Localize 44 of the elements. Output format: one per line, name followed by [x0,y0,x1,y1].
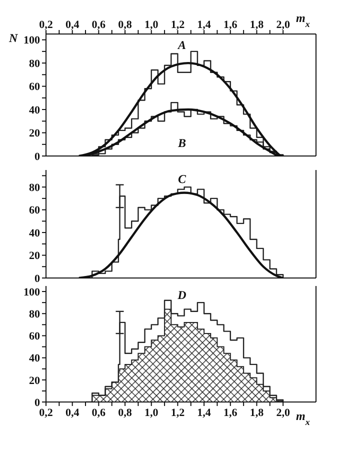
x-tick-label: 1,8 [250,406,264,419]
x-tick-label: 0,6 [92,406,106,419]
y-tick-label: 60 [29,330,40,343]
x-tick-label: 1,8 [250,19,264,31]
y-tick-label: 60 [29,81,40,94]
x-tick-label: 0,4 [65,19,80,31]
y-tick-label: 100 [24,286,40,298]
y-tick-label: 40 [29,352,40,365]
y-tick-label: 40 [29,227,40,240]
annotation: B [178,136,186,150]
x-tick-label: 0,8 [118,19,132,31]
annotation: D [178,288,186,302]
x-tick-label: 0,2 [39,19,54,31]
y-tick-label: 80 [29,308,40,321]
y-axis-title: N [8,31,19,45]
y-tick-label: 20 [29,128,40,140]
annotation: A [178,38,186,52]
y-tick-label: 80 [29,182,40,194]
x-tick-label: 1,2 [170,406,186,419]
x-tick-label: 1,0 [144,406,159,419]
x-tick-label: 1,4 [197,19,212,31]
y-tick-label: 60 [29,204,40,217]
x-tick-label: 1,2 [170,19,186,31]
x-tick-label: 1,6 [224,406,238,419]
y-tick-label: 0 [34,396,40,409]
x-tick-label: 0,4 [65,406,80,419]
y-tick-label: 0 [34,272,40,285]
x-axis-title: m$_{x}$ [296,409,310,427]
x-tick-label: 0,6 [92,19,106,31]
x-tick-label: 0,2 [39,406,54,419]
y-tick-label: 40 [29,104,40,116]
x-tick-label: 1,0 [144,19,159,31]
y-tick-label: 0 [34,150,40,163]
x-axis-title: m$_{x}$ [296,11,310,29]
y-tick-label: 100 [24,34,40,47]
y-tick-label: 20 [29,374,40,387]
x-tick-label: 2,0 [276,406,290,419]
x-tick-label: 1,6 [224,19,238,31]
x-tick-label: 1,4 [197,406,212,419]
annotation: C [178,172,186,186]
x-tick-label: 0,8 [118,406,132,419]
y-tick-label: 80 [29,58,40,70]
y-tick-label: 20 [29,250,40,262]
x-tick-label: 2,0 [276,19,290,31]
